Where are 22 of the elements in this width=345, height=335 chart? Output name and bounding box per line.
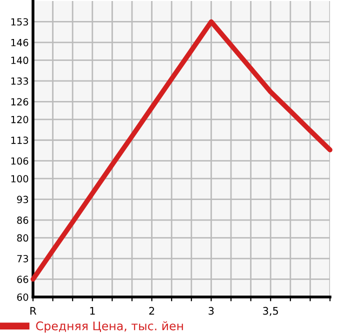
y-tick-label: 93 — [17, 196, 28, 204]
y-tick-label: 86 — [17, 216, 28, 224]
y-tick-label: 80 — [17, 234, 28, 242]
y-tick-label: 153 — [11, 18, 28, 26]
y-tick-label: 133 — [11, 77, 28, 85]
legend-label: Средняя Цена, тыс. йен — [36, 321, 183, 333]
y-tick-label: 120 — [11, 116, 28, 124]
y-tick-label: 140 — [11, 56, 28, 64]
y-tick-label: 60 — [17, 293, 28, 301]
y-tick-label: 106 — [11, 157, 28, 165]
x-tick-label: 3,5 — [263, 306, 278, 316]
x-tick-label: 2 — [149, 306, 154, 315]
y-tick-label: 66 — [17, 276, 28, 284]
x-tick-label: 1 — [90, 307, 95, 315]
x-tick-label: 3 — [208, 306, 214, 315]
y-tick-label: 100 — [11, 175, 28, 182]
y-tick-label: 126 — [11, 98, 28, 106]
y-tick-label: 146 — [11, 38, 28, 46]
y-tick-label: 73 — [17, 255, 28, 262]
y-tick-label: 113 — [11, 136, 28, 144]
line-series — [30, 19, 332, 282]
x-tick-label: R — [30, 307, 36, 315]
